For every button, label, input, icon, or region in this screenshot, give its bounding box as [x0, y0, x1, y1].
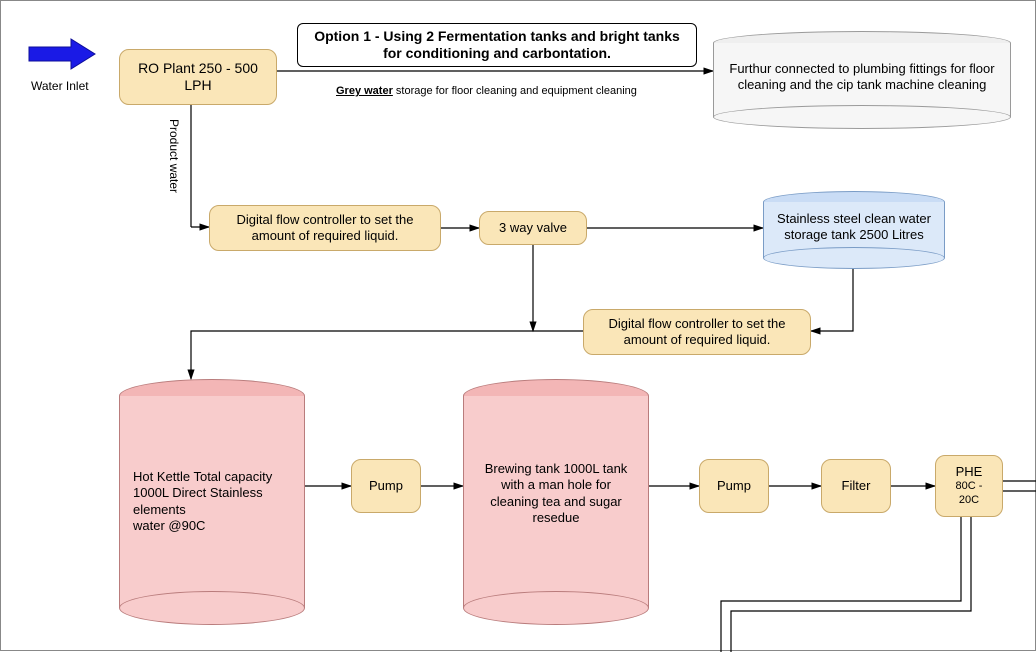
blue-tank-cylinder: Stainless steel clean water storage tank… [763, 191, 945, 269]
title-line2: for conditioning and carbontation. [383, 45, 611, 63]
title-box: Option 1 - Using 2 Fermentation tanks an… [297, 23, 697, 67]
grey-tank-cylinder: Furthur connected to plumbing fittings f… [713, 31, 1011, 129]
blue-tank-label: Stainless steel clean water storage tank… [763, 211, 945, 244]
filter-node: Filter [821, 459, 891, 513]
three-way-valve: 3 way valve [479, 211, 587, 245]
ro-plant-node: RO Plant 250 - 500 LPH [119, 49, 277, 105]
hot-kettle-cylinder: Hot Kettle Total capacity 1000L Direct S… [119, 379, 305, 625]
flow-controller-1: Digital flow controller to set the amoun… [209, 205, 441, 251]
water-inlet-arrow [29, 39, 95, 69]
phe-sublabel: 80C - 20C [944, 480, 994, 508]
pump-1: Pump [351, 459, 421, 513]
water-inlet-label: Water Inlet [31, 79, 89, 93]
flow-controller-2: Digital flow controller to set the amoun… [583, 309, 811, 355]
hot-kettle-label: Hot Kettle Total capacity 1000L Direct S… [119, 469, 305, 534]
pump-2: Pump [699, 459, 769, 513]
product-water-label: Product water [167, 119, 181, 193]
brewing-tank-label: Brewing tank 1000L tank with a man hole … [463, 461, 649, 526]
grey-tank-label: Furthur connected to plumbing fittings f… [713, 61, 1011, 94]
phe-node: PHE 80C - 20C [935, 455, 1003, 517]
phe-label: PHE [956, 464, 983, 480]
grey-water-rest: storage for floor cleaning and equipment… [393, 85, 637, 97]
grey-water-bold: Grey water [336, 85, 393, 97]
grey-water-label: Grey water storage for floor cleaning an… [336, 85, 637, 97]
title-line1: Option 1 - Using 2 Fermentation tanks an… [314, 28, 680, 46]
brewing-tank-cylinder: Brewing tank 1000L tank with a man hole … [463, 379, 649, 625]
